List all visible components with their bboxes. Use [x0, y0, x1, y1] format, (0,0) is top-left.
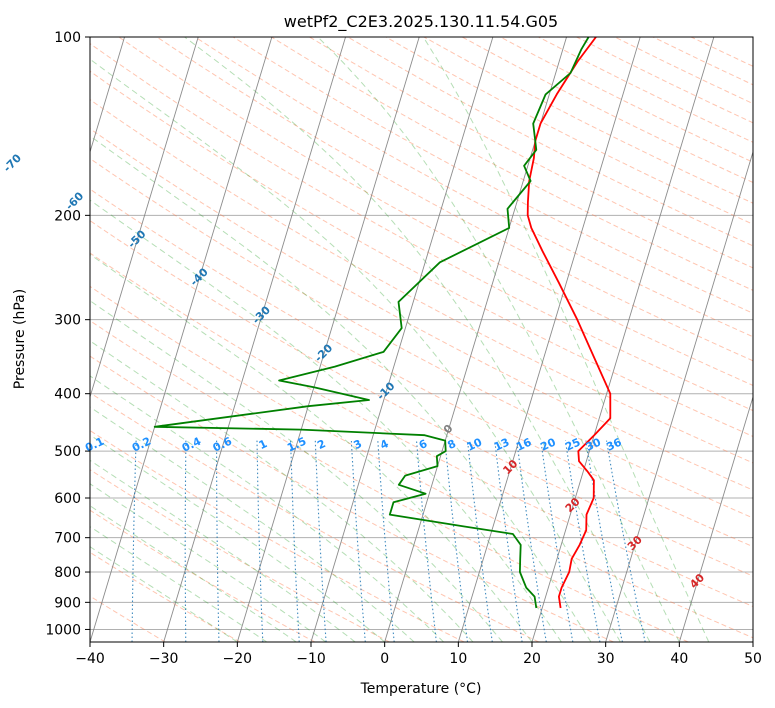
moist-adiabat-line: [90, 135, 592, 642]
chart-title: wetPf2_C2E3.2025.130.11.54.G05: [284, 12, 558, 32]
dry-adiabat-line: [90, 429, 465, 642]
dry-adiabat-line: [271, 37, 753, 291]
background-lines: [90, 37, 753, 642]
moist-adiabat-line: [90, 199, 562, 642]
dry-adiabat-line: [90, 595, 166, 642]
mixing-ratio-line: [585, 440, 623, 642]
moist-adiabat-line: [184, 37, 651, 642]
moist-adiabat-line: [90, 505, 297, 642]
y-tick-label: 200: [54, 208, 81, 224]
mixing-ratio-label: 16: [514, 435, 534, 453]
x-tick-label: 10: [449, 651, 467, 667]
moist-adiabat-line: [90, 253, 533, 642]
mixing-ratio-line: [415, 440, 437, 642]
isotherm-line: [457, 37, 641, 642]
mixing-ratio-line: [184, 440, 187, 642]
mixing-ratio-line: [605, 440, 646, 642]
y-tick-label: 800: [54, 565, 81, 581]
isotherm-line: [531, 37, 715, 642]
plot-frame: [89, 36, 754, 643]
dry-adiabat-line: [90, 551, 241, 642]
y-tick-label: 100: [54, 30, 81, 46]
profile-lines: [153, 37, 612, 609]
dry-adiabat-line: [90, 469, 390, 642]
isotherm-line: [310, 37, 494, 642]
x-tick-label: 40: [670, 651, 688, 667]
dry-adiabat-line: [90, 157, 753, 519]
x-tick-label: −10: [296, 651, 326, 667]
mixing-ratio-line: [444, 440, 469, 642]
moist-adiabat-line: [90, 340, 474, 642]
moist-adiabat-line: [317, 37, 680, 642]
x-tick-label: 30: [597, 651, 615, 667]
dry-adiabat-line: [90, 285, 753, 639]
dewpoint-profile-line: [153, 37, 590, 609]
temperature-profile-line: [526, 37, 612, 609]
mixing-ratio-line: [350, 440, 366, 642]
x-axis-ticks: −40 −30 −20 −10 0 10 20 30 40 50: [75, 642, 762, 667]
moist-adiabat-line: [422, 37, 710, 642]
y-tick-label: 400: [54, 387, 81, 403]
moist-adiabat-line: [90, 483, 326, 642]
moist-adiabat-line: [90, 459, 356, 642]
mixing-ratio-line: [290, 440, 300, 642]
mixing-ratio-line: [314, 440, 327, 642]
dry-adiabat-line: [90, 320, 689, 642]
y-tick-label: 900: [54, 595, 81, 611]
mixing-ratio-line: [256, 440, 264, 642]
x-tick-label: −30: [149, 651, 179, 667]
mixing-ratio-line: [516, 440, 547, 642]
dry-adiabat-line: [90, 99, 753, 464]
mixing-ratio-label: 10: [465, 435, 485, 453]
moist-adiabat-line: [90, 375, 444, 642]
y-tick-label: 500: [54, 444, 81, 460]
mixing-ratio-line: [494, 440, 523, 642]
isotherm-line: [90, 37, 125, 154]
mixing-ratio-label: 30: [584, 435, 604, 453]
mixing-ratio-label: 20: [538, 435, 558, 453]
mixing-ratio-line: [377, 440, 395, 642]
isotherm-line: [236, 37, 420, 642]
mixing-ratio-label: 36: [604, 435, 624, 453]
x-tick-label: 20: [523, 651, 541, 667]
dry-adiabat-line: [90, 252, 753, 608]
dry-adiabat-line: [90, 220, 753, 577]
plot-area: [90, 37, 753, 642]
dry-adiabat-line: [90, 128, 753, 491]
dry-adiabat-line: [232, 37, 753, 314]
dry-adiabat-line: [90, 355, 614, 642]
mixing-ratio-line: [216, 440, 220, 642]
mixing-ratio-line: [466, 440, 493, 642]
moist-adiabat-line: [90, 58, 621, 642]
y-tick-label: 600: [54, 491, 81, 507]
mixing-ratio-line: [540, 440, 574, 642]
x-tick-label: −40: [75, 651, 105, 667]
y-axis-ticks: 100 200 300 400 500 600 700 800 900 1000: [45, 30, 90, 638]
moist-adiabat-line: [90, 406, 415, 642]
y-tick-label: 1000: [45, 622, 81, 638]
y-tick-label: 700: [54, 531, 81, 547]
isotherm-line: [90, 37, 273, 642]
mixing-ratio-line: [564, 440, 601, 642]
x-tick-label: −20: [223, 651, 253, 667]
isotherm-line: [678, 395, 753, 642]
isotherm-line: [90, 37, 199, 399]
dry-adiabat-line: [156, 37, 753, 362]
mixing-ratio-label: 25: [563, 436, 582, 454]
y-axis-label: Pressure (hPa): [12, 289, 28, 389]
dry-adiabat-line: [194, 37, 753, 338]
x-axis-label: Temperature (°C): [360, 681, 482, 697]
y-tick-label: 300: [54, 313, 81, 329]
moist-adiabat-line: [90, 300, 503, 642]
x-tick-label: 0: [380, 651, 389, 667]
isotherm-line: [605, 150, 753, 642]
mixing-ratio-label: 13: [492, 436, 511, 454]
isotherm-line: [163, 37, 346, 642]
x-tick-label: 50: [744, 651, 762, 667]
mixing-ratio-line: [131, 440, 137, 642]
